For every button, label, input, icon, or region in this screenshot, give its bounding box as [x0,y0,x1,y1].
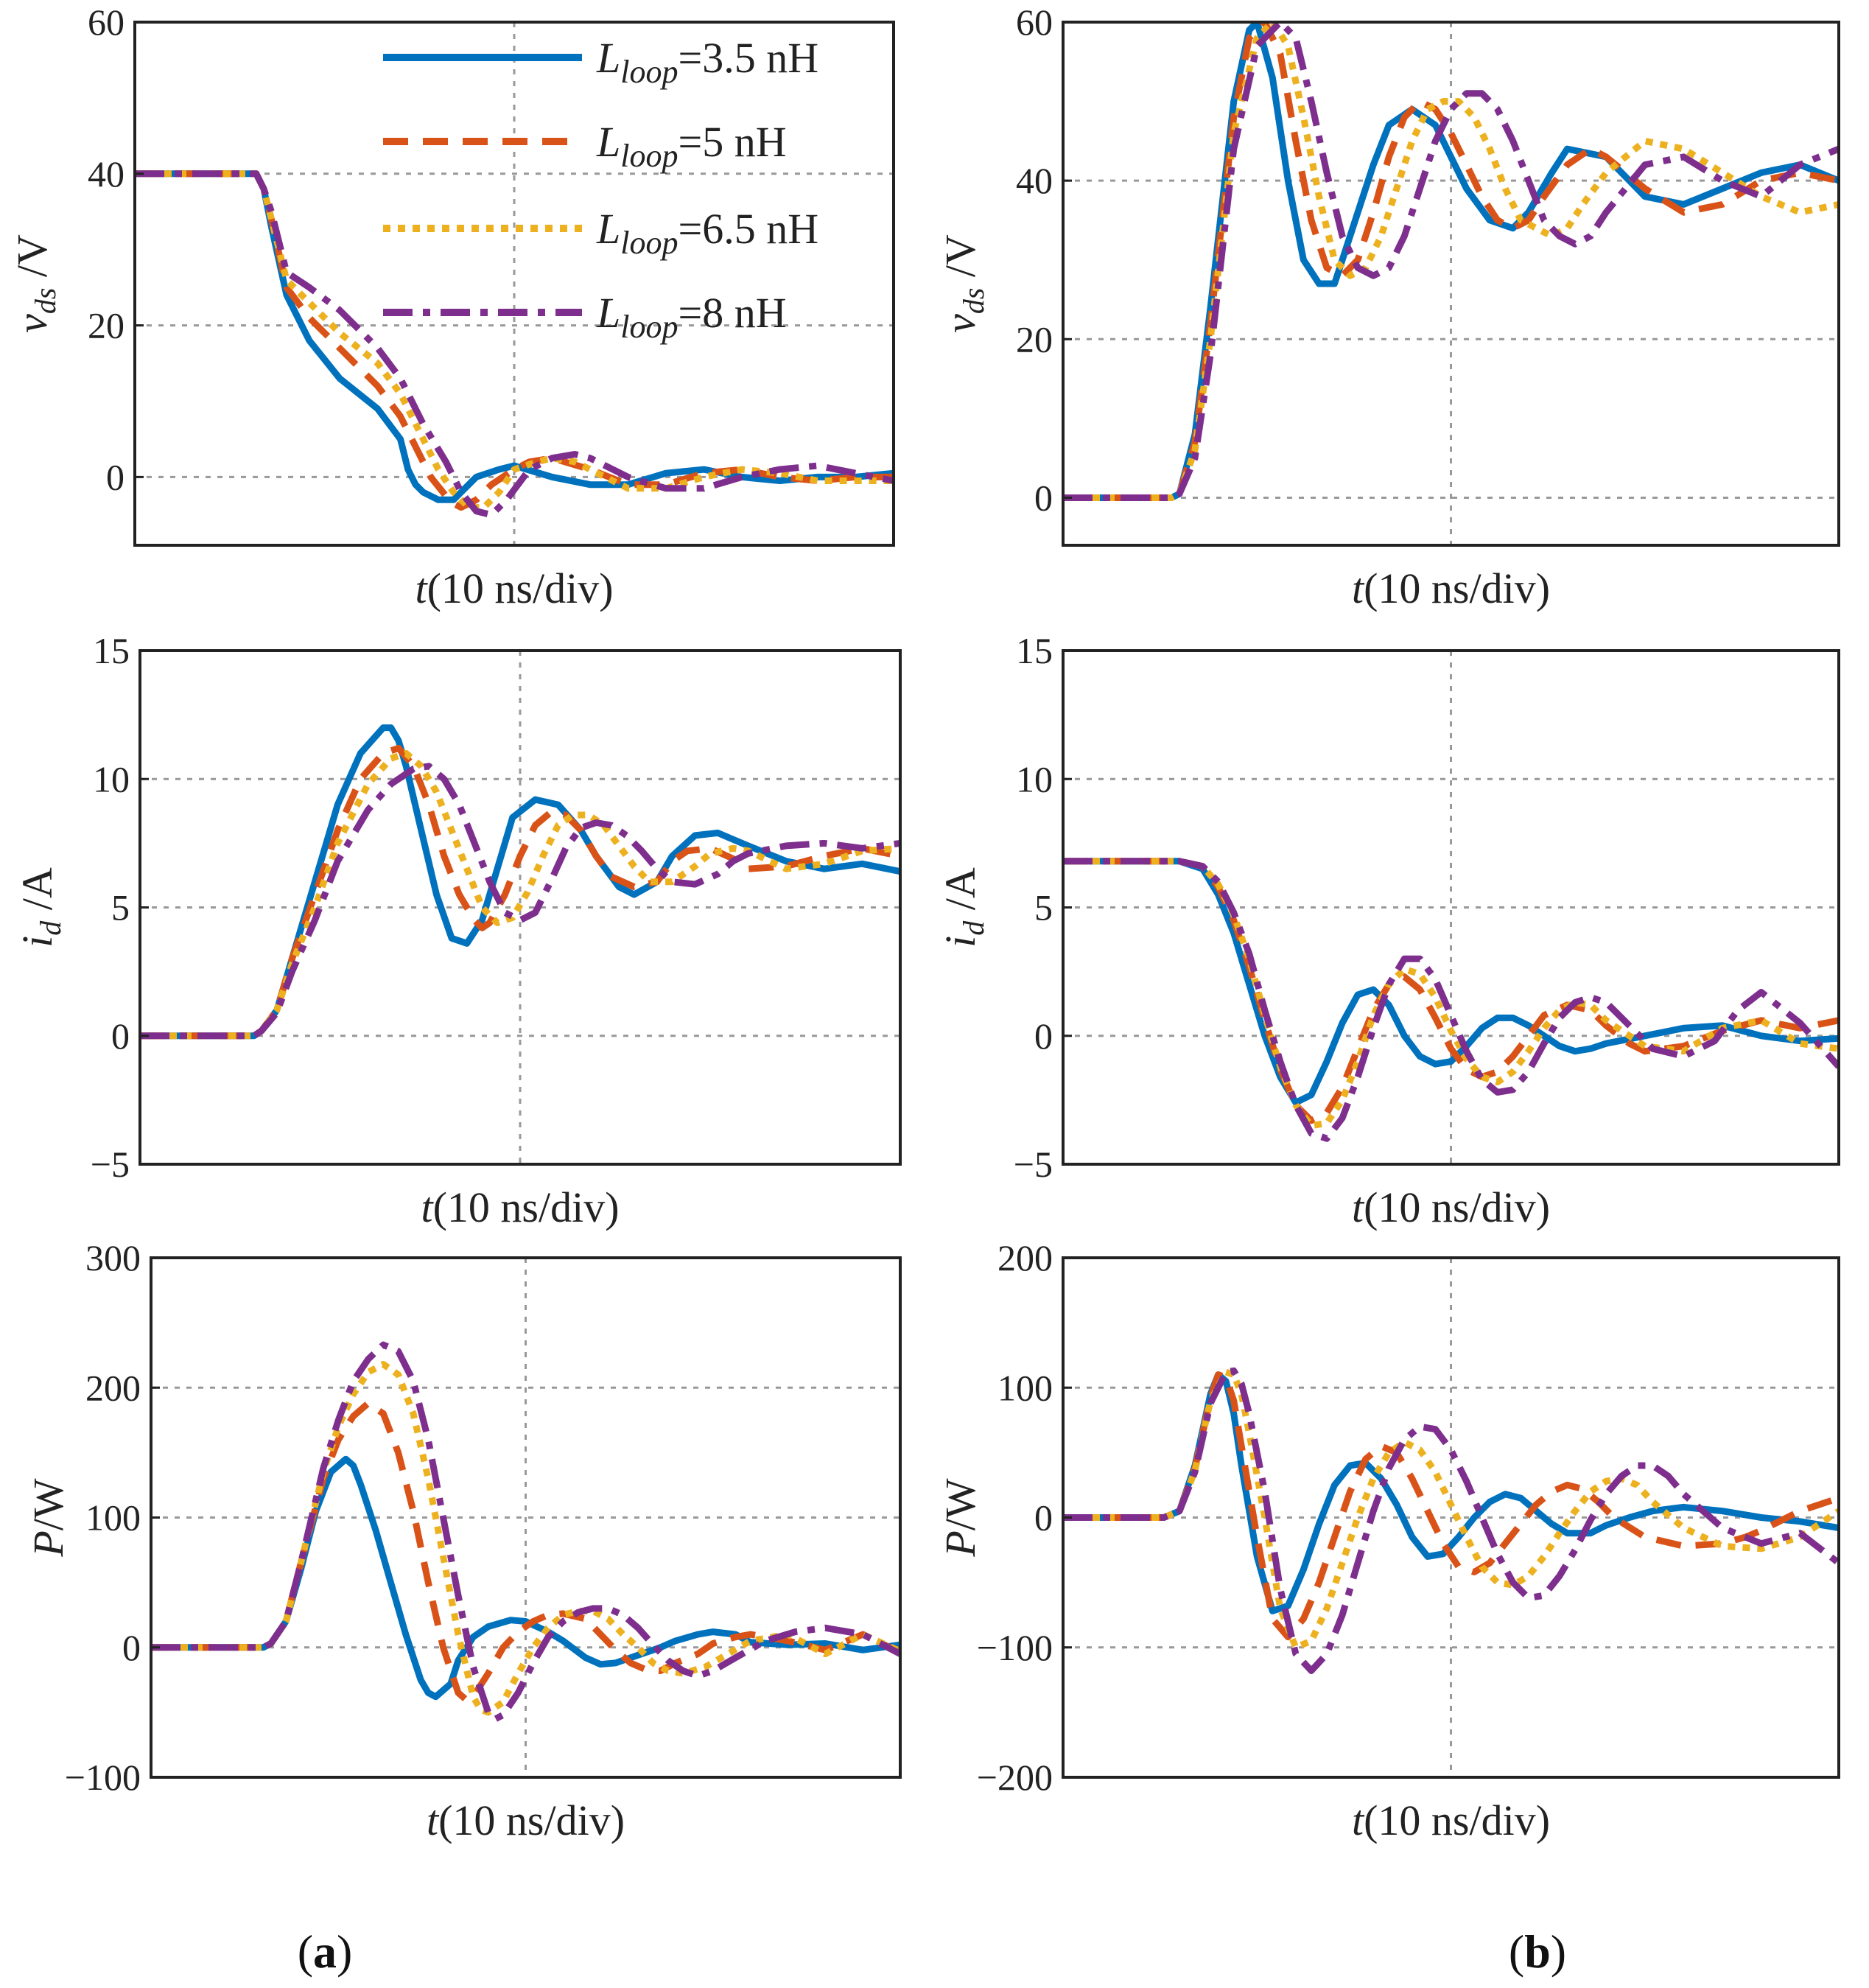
y-tick-label: 20 [1016,318,1053,360]
x-axis-label: t(10 ns/div) [1352,1183,1550,1231]
x-axis-label: t(10 ns/div) [421,1183,619,1231]
y-tick-label: 0 [1034,1497,1053,1539]
series-line-3 [1063,22,1839,501]
grid-a3 [151,1256,900,1777]
series-group-a2 [140,724,900,1040]
series-line-2 [1063,1371,1839,1641]
series-line-2 [1063,858,1839,1124]
y-axis-label: vds /V [8,234,62,333]
y-tick-label: 100 [85,1497,141,1539]
caption-b: (b) [1509,1925,1566,1978]
legend-label-3: Lloop=6.5 nH [596,205,818,261]
plot-frame [1062,21,1840,547]
y-tick-label: 0 [1034,477,1053,518]
chart-b3: −200 −100 0 100 200 t(10 ns/div) P/W [936,1237,1840,1844]
series-line-4 [1063,858,1839,1142]
legend-label-2: Lloop=5 nH [596,118,787,174]
series-line-1 [151,1455,900,1701]
grid-b3 [1063,1256,1839,1777]
x-axis-label: t(10 ns/div) [1352,1796,1550,1844]
y-tick-label: 20 [88,305,125,346]
series-line-3 [135,170,894,511]
y-axis-label: id /A [936,867,990,948]
y-tick-label: −100 [977,1627,1053,1668]
series-group-a1 [135,170,894,519]
y-tick-label: −5 [91,1144,130,1185]
legend-label-4: Lloop=8 nH [596,289,787,345]
y-tick-label: −100 [65,1757,141,1798]
chart-b2: −5 0 5 10 15 t(10 ns/div) id /A [936,630,1840,1231]
y-tick-label: 0 [122,1627,141,1668]
grid-b2 [1063,649,1839,1164]
chart-a2: −5 0 5 10 15 t(10 ns/div) id /A [13,630,902,1231]
y-tick-label: 0 [1034,1015,1053,1057]
chart-b1: 0 20 40 60 t(10 ns/div) vds /V [936,1,1840,612]
y-tick-label: 100 [997,1367,1053,1408]
series-line-4 [151,1341,900,1723]
y-tick-label: 15 [93,630,130,671]
y-tick-label: 10 [1016,758,1053,799]
y-tick-label: −200 [977,1757,1053,1798]
caption-a: (a) [298,1925,353,1978]
y-axis-label: id /A [13,867,67,948]
y-tick-label: 0 [111,1015,130,1057]
y-tick-label: 5 [111,887,130,928]
series-group-a3 [151,1341,900,1723]
y-tick-label: 200 [85,1367,141,1408]
series-line-2 [140,744,900,1040]
series-line-4 [1063,22,1839,501]
series-line-4 [135,170,894,519]
y-tick-label: 60 [1016,1,1053,43]
y-tick-label: 300 [85,1237,141,1278]
x-axis-label: t(10 ns/div) [1352,564,1550,612]
plot-frame [133,21,895,547]
y-tick-label: 60 [88,1,125,43]
y-axis-label: P/W [24,1478,72,1558]
y-tick-label: 40 [1016,160,1053,201]
y-tick-label: 15 [1016,630,1053,671]
series-group-b1 [1063,22,1839,501]
series-group-b3 [1063,1367,1839,1674]
x-axis-label: t(10 ns/div) [427,1796,625,1844]
series-line-1 [140,724,900,1040]
y-tick-label: 200 [997,1237,1053,1278]
x-axis-label: t(10 ns/div) [415,564,613,612]
y-axis-label: vds /V [936,234,990,333]
legend: Lloop=3.5 nH Lloop=5 nH Lloop=6.5 nH Lloop=… [383,34,818,345]
series-line-4 [140,763,900,1040]
chart-a3: −100 0 100 200 300 t(10 ns/div) P/W [24,1237,902,1844]
y-tick-label: 5 [1034,887,1053,928]
series-line-3 [140,749,900,1040]
series-line-4 [1063,1367,1839,1674]
series-line-2 [1063,22,1839,501]
series-group-b2 [1063,858,1839,1142]
y-tick-label: −5 [1014,1144,1053,1185]
y-tick-label: 10 [93,758,130,799]
legend-label-1: Lloop=3.5 nH [596,34,818,90]
series-line-2 [151,1399,900,1703]
series-line-1 [1063,858,1839,1106]
y-tick-label: 40 [88,153,125,195]
y-axis-label: P/W [936,1478,984,1558]
y-tick-label: 0 [106,456,125,497]
grid-b1 [1063,21,1839,545]
